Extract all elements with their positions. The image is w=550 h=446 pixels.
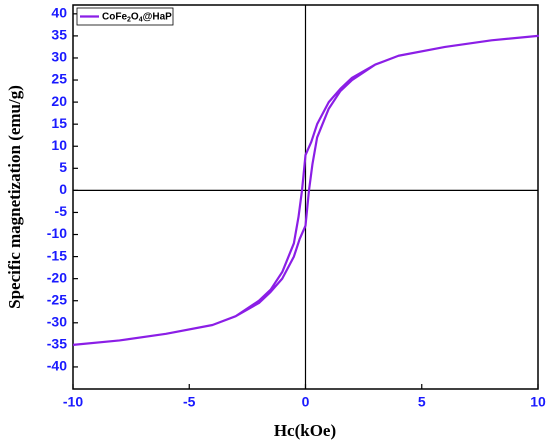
y-tick-label: 15: [51, 115, 67, 131]
line: [72, 34, 540, 346]
y-tick-label: -15: [47, 247, 67, 263]
y-tick-label: -35: [47, 336, 67, 352]
y-tick-label: 10: [51, 137, 67, 153]
x-tick-label: 10: [530, 394, 546, 410]
y-tick-label: 35: [51, 27, 67, 43]
y-tick-label: -25: [47, 291, 67, 307]
y-tick-label: 40: [51, 5, 67, 21]
y-tick-label: 0: [59, 181, 67, 197]
legend-label: CoFe2O4@HaP: [102, 11, 172, 23]
legend-box: [76, 7, 174, 26]
y-axis-title: Specific magnetization (emu/g): [5, 85, 24, 309]
x-tick-label: 0: [302, 394, 310, 410]
y-tick-label: -40: [47, 358, 67, 374]
y-tick-label: 25: [51, 71, 67, 87]
y-tick-label: -10: [47, 225, 67, 241]
y-tick-label: -30: [47, 313, 67, 329]
y-tick-label: 5: [59, 159, 67, 175]
x-tick-label: 5: [418, 394, 426, 410]
y-tick-label: 30: [51, 49, 67, 65]
y-tick-label: -5: [55, 203, 68, 219]
y-tick-label: 20: [51, 93, 67, 109]
y-tick-label: -20: [47, 269, 67, 285]
x-tick-label: -5: [183, 394, 196, 410]
x-axis-title: Hc(kOe): [274, 421, 336, 440]
x-tick-label: -10: [63, 394, 83, 410]
